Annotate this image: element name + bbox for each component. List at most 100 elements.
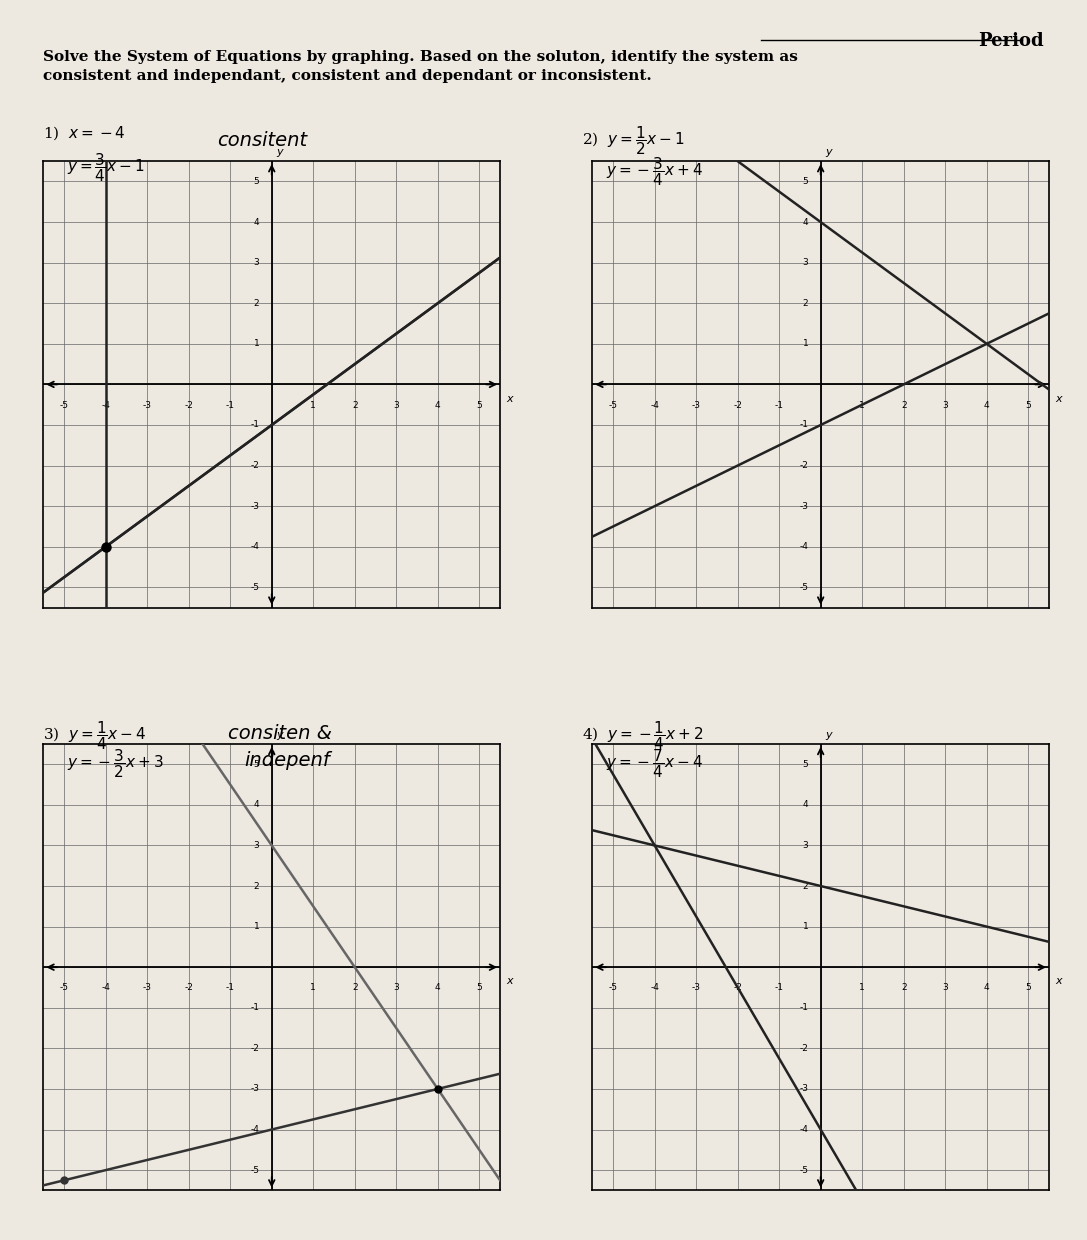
Text: y: y [825,730,832,740]
Text: -4: -4 [101,983,110,992]
Text: 3: 3 [942,401,948,409]
Text: 4: 4 [253,217,260,227]
Text: $y=-\dfrac{3}{2}x+3$: $y=-\dfrac{3}{2}x+3$ [43,748,164,780]
Text: $y=\dfrac{3}{4}x-1$: $y=\dfrac{3}{4}x-1$ [43,151,145,184]
Text: 1: 1 [860,401,865,409]
Text: 1: 1 [311,983,316,992]
Text: x: x [507,393,513,403]
Text: -1: -1 [226,401,235,409]
Text: -5: -5 [60,983,68,992]
Text: -1: -1 [775,401,784,409]
Text: 4: 4 [435,983,440,992]
Text: 2: 2 [352,983,358,992]
Text: -3: -3 [142,983,152,992]
Text: 1)  $x=-4$: 1) $x=-4$ [43,124,126,141]
Text: indepenf: indepenf [245,751,330,770]
Text: -5: -5 [609,983,617,992]
Text: 1: 1 [860,983,865,992]
Text: 3: 3 [253,258,260,267]
Text: 5: 5 [476,983,483,992]
Text: -4: -4 [799,542,809,552]
Text: 1: 1 [253,340,260,348]
Text: 4: 4 [253,800,260,810]
Text: -4: -4 [101,401,110,409]
Text: 4: 4 [435,401,440,409]
Text: -3: -3 [691,401,701,409]
Text: 5: 5 [802,177,809,186]
Text: -5: -5 [799,583,809,591]
Text: x: x [1055,393,1062,403]
Text: consiten &: consiten & [228,724,333,743]
Text: -2: -2 [799,1044,809,1053]
Text: 3: 3 [802,841,809,849]
Text: 3)  $y=\dfrac{1}{4}x-4$: 3) $y=\dfrac{1}{4}x-4$ [43,719,147,751]
Text: -4: -4 [250,1125,260,1135]
Text: y: y [825,148,832,157]
Text: consistent and independant, consistent and dependant or inconsistent.: consistent and independant, consistent a… [43,69,652,83]
Text: 3: 3 [393,983,399,992]
Text: 1: 1 [311,401,316,409]
Text: 4: 4 [984,401,989,409]
Text: -4: -4 [650,401,659,409]
Text: -2: -2 [250,461,260,470]
Text: $y=-\dfrac{7}{4}x-4$: $y=-\dfrac{7}{4}x-4$ [582,748,702,780]
Text: 5: 5 [253,177,260,186]
Text: 2)  $y=\dfrac{1}{2}x-1$: 2) $y=\dfrac{1}{2}x-1$ [582,124,684,156]
Text: 2: 2 [802,299,809,308]
Text: -2: -2 [799,461,809,470]
Text: y: y [276,730,283,740]
Text: x: x [507,976,513,986]
Text: -3: -3 [250,502,260,511]
Text: -1: -1 [799,420,809,429]
Text: 1: 1 [802,923,809,931]
Text: 3: 3 [942,983,948,992]
Text: -3: -3 [799,502,809,511]
Text: -4: -4 [799,1125,809,1135]
Text: x: x [1055,976,1062,986]
Text: 2: 2 [901,401,907,409]
Text: 5: 5 [802,760,809,769]
Text: -2: -2 [734,401,742,409]
Text: 4: 4 [802,217,809,227]
Text: 5: 5 [253,760,260,769]
Text: 2: 2 [802,882,809,890]
Text: -2: -2 [250,1044,260,1053]
Text: -3: -3 [142,401,152,409]
Text: -1: -1 [226,983,235,992]
Text: -2: -2 [734,983,742,992]
Text: $y=-\dfrac{3}{4}x+4$: $y=-\dfrac{3}{4}x+4$ [582,155,702,187]
Text: -1: -1 [250,1003,260,1012]
Text: consitent: consitent [217,131,308,150]
Text: Solve the System of Equations by graphing. Based on the soluton, identify the sy: Solve the System of Equations by graphin… [43,50,798,63]
Text: -5: -5 [609,401,617,409]
Text: y: y [276,148,283,157]
Text: 3: 3 [253,841,260,849]
Text: -3: -3 [799,1085,809,1094]
Text: -5: -5 [250,1166,260,1174]
Text: -1: -1 [799,1003,809,1012]
Text: 4: 4 [984,983,989,992]
Text: 3: 3 [802,258,809,267]
Text: 2: 2 [253,299,260,308]
Text: 3: 3 [393,401,399,409]
Text: -2: -2 [185,983,193,992]
Text: 4)  $y=-\dfrac{1}{4}x+2$: 4) $y=-\dfrac{1}{4}x+2$ [582,719,703,751]
Text: 1: 1 [253,923,260,931]
Text: 5: 5 [1025,983,1032,992]
Text: -3: -3 [691,983,701,992]
Text: -5: -5 [799,1166,809,1174]
Text: 1: 1 [802,340,809,348]
Text: 4: 4 [802,800,809,810]
Text: 5: 5 [1025,401,1032,409]
Text: -1: -1 [775,983,784,992]
Text: Period: Period [978,32,1044,51]
Text: -1: -1 [250,420,260,429]
Text: -4: -4 [250,542,260,552]
Text: -2: -2 [185,401,193,409]
Text: -5: -5 [60,401,68,409]
Text: 2: 2 [901,983,907,992]
Text: -3: -3 [250,1085,260,1094]
Text: -4: -4 [650,983,659,992]
Text: 5: 5 [476,401,483,409]
Text: 2: 2 [352,401,358,409]
